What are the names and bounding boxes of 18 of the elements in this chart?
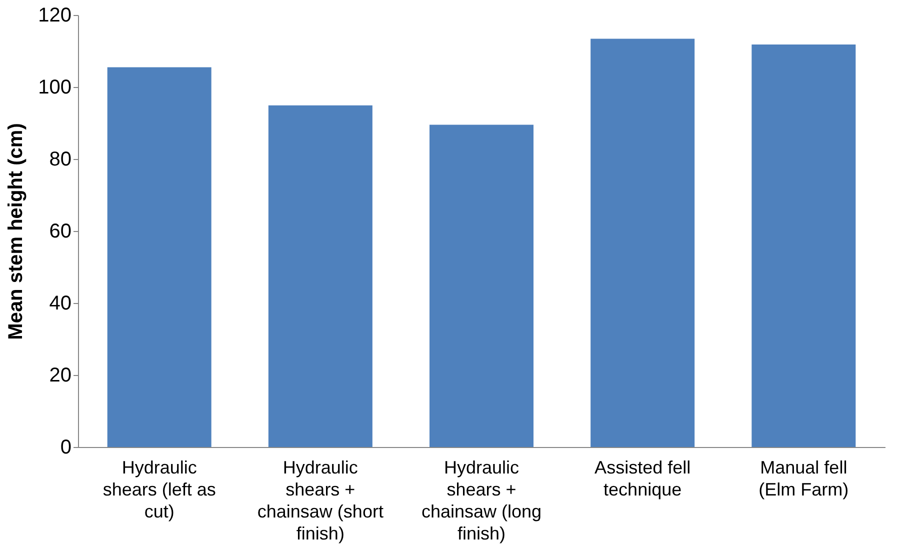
bar: [752, 44, 856, 447]
x-tick-label: Hydraulic shears (left as cut): [102, 458, 216, 522]
y-tick-label: 120: [38, 4, 72, 26]
bar: [430, 124, 534, 447]
y-tick-label: 40: [49, 292, 72, 314]
x-tick-label: Hydraulic shears + chainsaw (short finish): [257, 458, 384, 544]
y-tick-label: 80: [49, 148, 72, 170]
bar: [268, 105, 372, 447]
x-tick-label: Hydraulic shears + chainsaw (long finish): [421, 458, 542, 544]
y-tick-label: 0: [60, 436, 72, 458]
bar: [590, 38, 695, 447]
y-tick-label: 20: [49, 364, 72, 386]
bar: [107, 67, 212, 447]
y-axis-title: Mean stem height (cm): [5, 123, 28, 340]
x-tick-label: Assisted fell technique: [594, 458, 691, 500]
y-tick-label: 60: [49, 220, 72, 242]
y-tick-label: 100: [38, 76, 72, 98]
x-tick-label: Manual fell (Elm Farm): [758, 458, 849, 500]
